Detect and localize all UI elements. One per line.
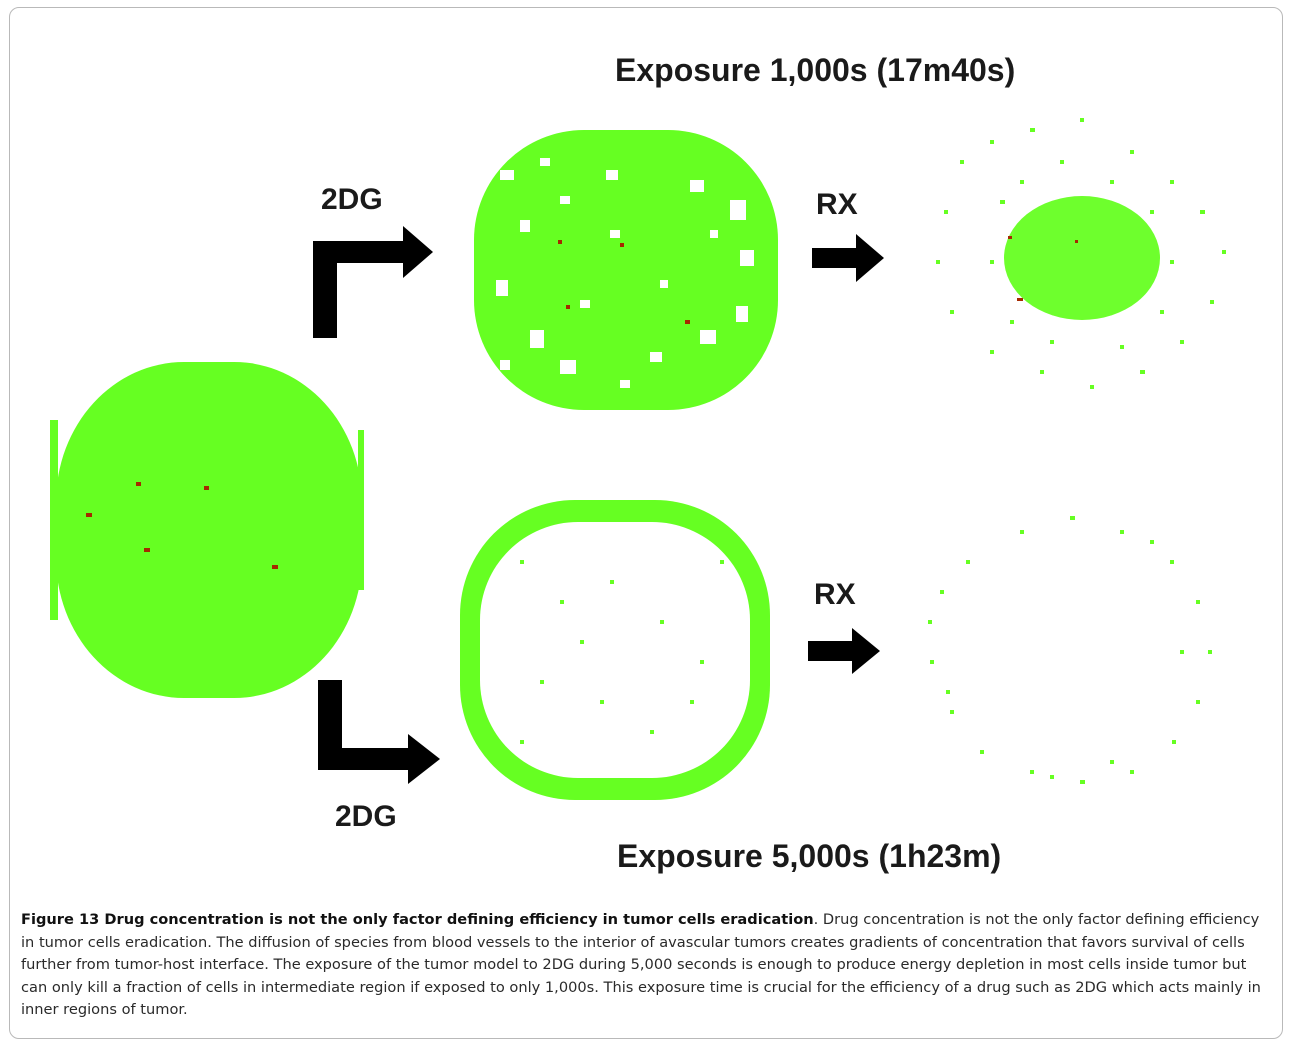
tumor-top-right <box>936 118 1226 389</box>
caption-body: . Drug concentration is not the only fac… <box>21 911 1261 1018</box>
label-2dg-bottom: 2DG <box>335 800 397 833</box>
figure-caption: Figure 13 Drug concentration is not the … <box>21 909 1271 1022</box>
arrow-rx-top <box>812 234 884 282</box>
arrow-2dg-bottom <box>318 680 440 784</box>
title-top: Exposure 1,000s (17m40s) <box>615 52 1016 88</box>
caption-title: Drug concentration is not the only facto… <box>104 911 814 928</box>
label-rx-bottom: RX <box>814 578 856 611</box>
tumor-top-middle <box>474 130 778 410</box>
title-bottom: Exposure 5,000s (1h23m) <box>617 838 1002 874</box>
tumor-bottom-middle <box>460 500 770 800</box>
figure-image <box>50 118 1226 800</box>
label-rx-top: RX <box>816 188 858 221</box>
initial-tumor <box>50 362 364 698</box>
arrow-rx-bottom <box>808 628 880 674</box>
caption-label: Figure 13 <box>21 911 100 928</box>
arrow-2dg-top <box>313 226 433 338</box>
label-2dg-top: 2DG <box>321 183 383 216</box>
tumor-bottom-right <box>928 516 1212 784</box>
